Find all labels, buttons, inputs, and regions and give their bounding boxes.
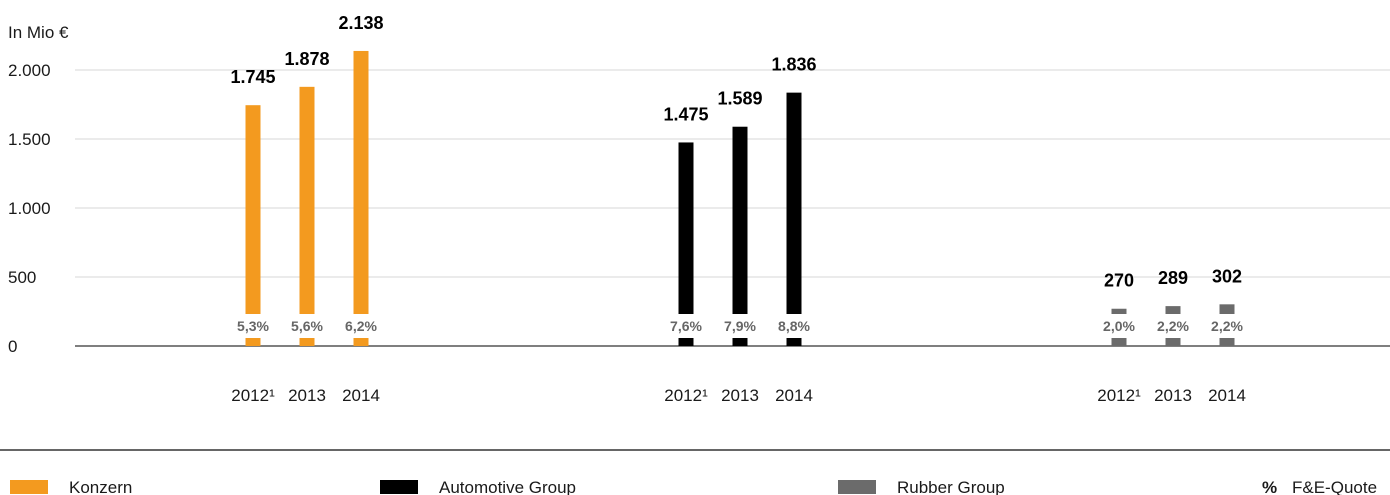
x-tick-label: 2012¹	[1097, 386, 1141, 405]
x-tick-label: 2013	[1154, 386, 1192, 405]
x-tick-label: 2012¹	[231, 386, 275, 405]
legend-swatch	[838, 480, 876, 494]
quote-label: 7,6%	[670, 318, 702, 334]
x-tick-label: 2014	[1208, 386, 1246, 405]
value-label: 1.836	[771, 55, 816, 75]
bars	[227, 50, 1253, 347]
x-tick-label: 2014	[775, 386, 813, 405]
value-label: 1.589	[717, 89, 762, 109]
quote-label-background	[335, 314, 387, 338]
quote-label-background	[227, 314, 279, 338]
legend-swatch	[10, 480, 48, 494]
y-tick-label: 0	[8, 337, 17, 356]
x-tick-label: 2013	[288, 386, 326, 405]
bar	[678, 142, 694, 346]
y-tick-label: 2.000	[8, 61, 51, 80]
quote-label-background	[1093, 314, 1145, 338]
bar	[353, 50, 369, 347]
y-axis-unit-label: In Mio €	[8, 23, 69, 42]
bar	[245, 105, 261, 346]
quote-label: 7,9%	[724, 318, 756, 334]
quote-label: 2,2%	[1211, 318, 1243, 334]
legend-quote-label: F&E-Quote	[1292, 478, 1377, 495]
value-label: 289	[1158, 268, 1188, 288]
value-label: 302	[1212, 266, 1242, 286]
y-tick-label: 500	[8, 268, 36, 287]
quote-label: 8,8%	[778, 318, 810, 334]
x-tick-label: 2014	[342, 386, 380, 405]
bar	[732, 126, 748, 346]
value-label: 270	[1104, 271, 1134, 291]
value-label: 2.138	[338, 13, 383, 33]
quote-label-background	[1201, 314, 1253, 338]
value-label: 1.745	[230, 67, 275, 87]
legend: Konzern Automotive Group Rubber Group% F&E-…	[10, 478, 1377, 495]
quote-label: 5,3%	[237, 318, 269, 334]
quote-label: 5,6%	[291, 318, 323, 334]
y-tick-label: 1.500	[8, 130, 51, 149]
x-tick-label: 2012¹	[664, 386, 708, 405]
legend-quote-symbol: %	[1262, 478, 1277, 495]
value-label: 1.878	[284, 49, 329, 69]
y-tick-label: 1.000	[8, 199, 51, 218]
quote-label: 2,0%	[1103, 318, 1135, 334]
quote-label-background	[281, 314, 333, 338]
legend-label: Konzern	[69, 478, 132, 495]
quote-label-background	[768, 314, 820, 338]
legend-label: Automotive Group	[439, 478, 576, 495]
bar	[299, 86, 315, 346]
value-label: 1.475	[663, 104, 708, 124]
legend-swatch	[380, 480, 418, 494]
quote-label-background	[1147, 314, 1199, 338]
quote-label: 6,2%	[345, 318, 377, 334]
quote-label: 2,2%	[1157, 318, 1189, 334]
quote-label-background	[660, 314, 712, 338]
legend-label: Rubber Group	[897, 478, 1005, 495]
labels: 0 500 1.000 1.500 2.000 5,3% 1.745 2012¹ 5,6% 1.8…	[8, 13, 1246, 405]
x-tick-label: 2013	[721, 386, 759, 405]
quote-label-background	[714, 314, 766, 338]
bar	[786, 92, 802, 347]
